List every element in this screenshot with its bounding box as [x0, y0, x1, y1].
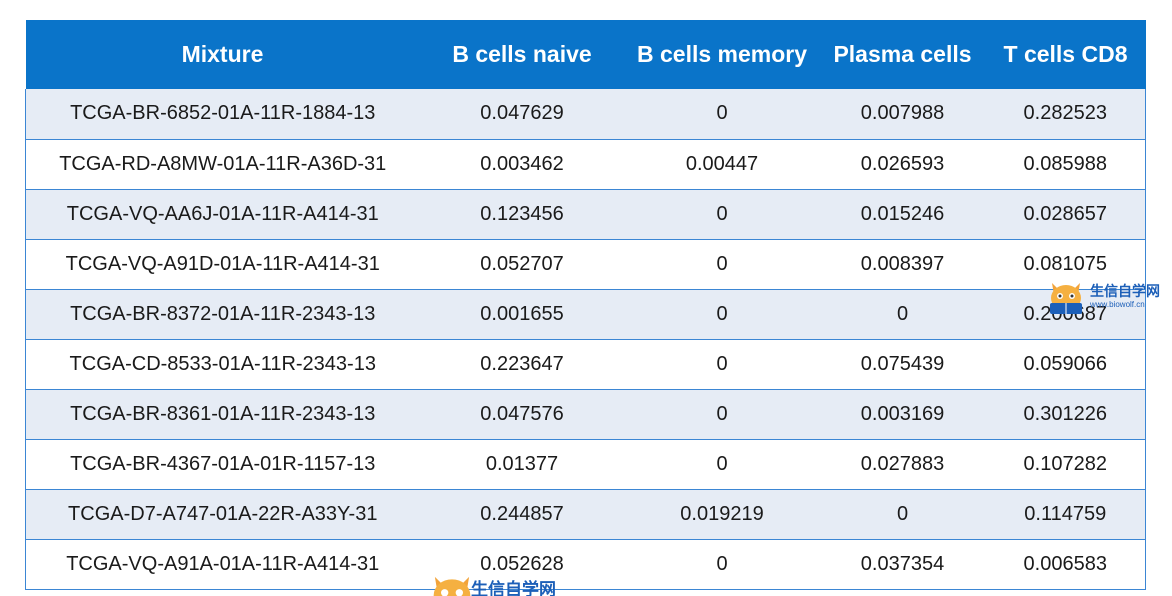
- cell-b-cells-naive: 0.003462: [419, 139, 625, 190]
- cell-t-cells-cd8: 0.301226: [985, 389, 1146, 440]
- cell-plasma-cells: 0.008397: [819, 239, 986, 290]
- table-row: TCGA-CD-8533-01A-11R-2343-13 0.223647 0 0.0…: [25, 339, 1146, 390]
- cell-plasma-cells: 0.037354: [819, 539, 986, 590]
- cell-t-cells-cd8: 0.006583: [985, 539, 1146, 590]
- table-row: TCGA-BR-6852-01A-11R-1884-13 0.047629 0 0.0…: [25, 89, 1146, 140]
- table-row: TCGA-BR-4367-01A-01R-1157-13 0.01377 0 0.02…: [25, 439, 1146, 490]
- cell-b-cells-naive: 0.244857: [419, 489, 625, 540]
- cell-b-cells-naive: 0.052628: [419, 539, 625, 590]
- cell-b-cells-memory: 0: [624, 339, 820, 390]
- cell-t-cells-cd8: 0.107282: [985, 439, 1146, 490]
- table-row: TCGA-VQ-AA6J-01A-11R-A414-31 0.123456 0 0.0…: [25, 189, 1146, 240]
- cell-plasma-cells: 0.015246: [819, 189, 986, 240]
- cell-plasma-cells: 0: [819, 289, 986, 340]
- cell-t-cells-cd8: 0.114759: [985, 489, 1146, 540]
- cell-b-cells-naive: 0.047576: [419, 389, 625, 440]
- cell-b-cells-memory: 0: [624, 439, 820, 490]
- header-plasma-cells: Plasma cells: [833, 41, 972, 67]
- cell-mixture: TCGA-D7-A747-01A-22R-A33Y-31: [25, 489, 420, 540]
- table-body: TCGA-BR-6852-01A-11R-1884-13 0.047629 0 0.0…: [25, 89, 1146, 590]
- cell-b-cells-naive: 0.001655: [419, 289, 625, 340]
- table-row: TCGA-VQ-A91D-01A-11R-A414-31 0.052707 0 0.0…: [25, 239, 1146, 290]
- cell-t-cells-cd8: 0.282523: [985, 89, 1146, 140]
- cell-b-cells-naive: 0.01377: [419, 439, 625, 490]
- immune-cell-table: Mixture B cells naive B cells memory Pla…: [25, 20, 1146, 590]
- table-row: TCGA-RD-A8MW-01A-11R-A36D-31 0.003462 0.00…: [25, 139, 1146, 190]
- table-row: TCGA-BR-8372-01A-11R-2343-13 0.001655 0 0 0.…: [25, 289, 1146, 340]
- cell-b-cells-memory: 0.019219: [624, 489, 820, 540]
- cell-mixture: TCGA-CD-8533-01A-11R-2343-13: [25, 339, 420, 390]
- cell-b-cells-memory: 0: [624, 389, 820, 440]
- cell-b-cells-naive: 0.123456: [419, 189, 625, 240]
- cell-t-cells-cd8: 0.028657: [985, 189, 1146, 240]
- cell-mixture: TCGA-BR-6852-01A-11R-1884-13: [25, 89, 420, 140]
- cell-b-cells-naive: 0.047629: [419, 89, 625, 140]
- header-t-cells-cd8: T cells CD8: [1003, 41, 1128, 67]
- cell-t-cells-cd8: 0.059066: [985, 339, 1146, 390]
- cell-b-cells-naive: 0.052707: [419, 239, 625, 290]
- cell-plasma-cells: 0.075439: [819, 339, 986, 390]
- cell-mixture: TCGA-VQ-A91D-01A-11R-A414-31: [25, 239, 420, 290]
- cell-t-cells-cd8: 0.081075: [985, 239, 1146, 290]
- table-row: TCGA-D7-A747-01A-22R-A33Y-31 0.244857 0.01…: [25, 489, 1146, 540]
- cell-mixture: TCGA-VQ-A91A-01A-11R-A414-31: [25, 539, 420, 590]
- cell-b-cells-memory: 0: [624, 539, 820, 590]
- header-mixture: Mixture: [181, 41, 264, 67]
- header-b-cells-naive: B cells naive: [452, 41, 592, 67]
- cell-mixture: TCGA-BR-4367-01A-01R-1157-13: [25, 439, 420, 490]
- cell-b-cells-memory: 0: [624, 89, 820, 140]
- cell-plasma-cells: 0.027883: [819, 439, 986, 490]
- header-b-cells-memory: B cells memory: [636, 41, 808, 67]
- cell-b-cells-memory: 0.00447: [624, 139, 820, 190]
- cell-plasma-cells: 0: [819, 489, 986, 540]
- cell-b-cells-memory: 0: [624, 239, 820, 290]
- cell-mixture: TCGA-BR-8372-01A-11R-2343-13: [25, 289, 420, 340]
- table-header: Mixture B cells naive B cells memory Pla…: [25, 20, 1146, 89]
- cell-b-cells-memory: 0: [624, 289, 820, 340]
- cell-plasma-cells: 0.026593: [819, 139, 986, 190]
- cell-mixture: TCGA-RD-A8MW-01A-11R-A36D-31: [25, 139, 420, 190]
- cell-t-cells-cd8: 0.200687: [985, 289, 1146, 340]
- header-row: Mixture B cells naive B cells memory Pla…: [25, 20, 1146, 89]
- cell-t-cells-cd8: 0.085988: [985, 139, 1146, 190]
- cell-mixture: TCGA-BR-8361-01A-11R-2343-13: [25, 389, 420, 440]
- table-row: TCGA-VQ-A91A-01A-11R-A414-31 0.052628 0 0.0…: [25, 539, 1146, 590]
- table-row: TCGA-BR-8361-01A-11R-2343-13 0.047576 0 0.0…: [25, 389, 1146, 440]
- cell-b-cells-naive: 0.223647: [419, 339, 625, 390]
- cell-plasma-cells: 0.003169: [819, 389, 986, 440]
- cell-plasma-cells: 0.007988: [819, 89, 986, 140]
- cell-b-cells-memory: 0: [624, 189, 820, 240]
- cell-mixture: TCGA-VQ-AA6J-01A-11R-A414-31: [25, 189, 420, 240]
